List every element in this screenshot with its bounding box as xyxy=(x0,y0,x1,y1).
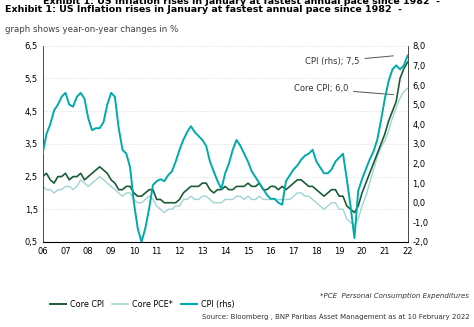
Text: Core CPI; 6,0: Core CPI; 6,0 xyxy=(293,84,393,95)
Text: graph shows year-on-year changes in %: graph shows year-on-year changes in % xyxy=(5,25,178,34)
Text: *PCE  Personal Consumption Expenditures: *PCE Personal Consumption Expenditures xyxy=(320,293,469,299)
Text: Source: Bloomberg , BNP Paribas Asset Management as at 10 February 2022: Source: Bloomberg , BNP Paribas Asset Ma… xyxy=(201,315,469,320)
Text: Exhibit 1: US Inflation rises in January at fastest annual pace since 1982  -: Exhibit 1: US Inflation rises in January… xyxy=(5,5,402,14)
Text: Exhibit 1: US Inflation rises in January at fastest annual pace since 1982  -: Exhibit 1: US Inflation rises in January… xyxy=(43,0,440,6)
Text: CPI (rhs); 7,5: CPI (rhs); 7,5 xyxy=(305,56,393,66)
Legend: Core CPI, Core PCE*, CPI (rhs): Core CPI, Core PCE*, CPI (rhs) xyxy=(46,297,238,313)
